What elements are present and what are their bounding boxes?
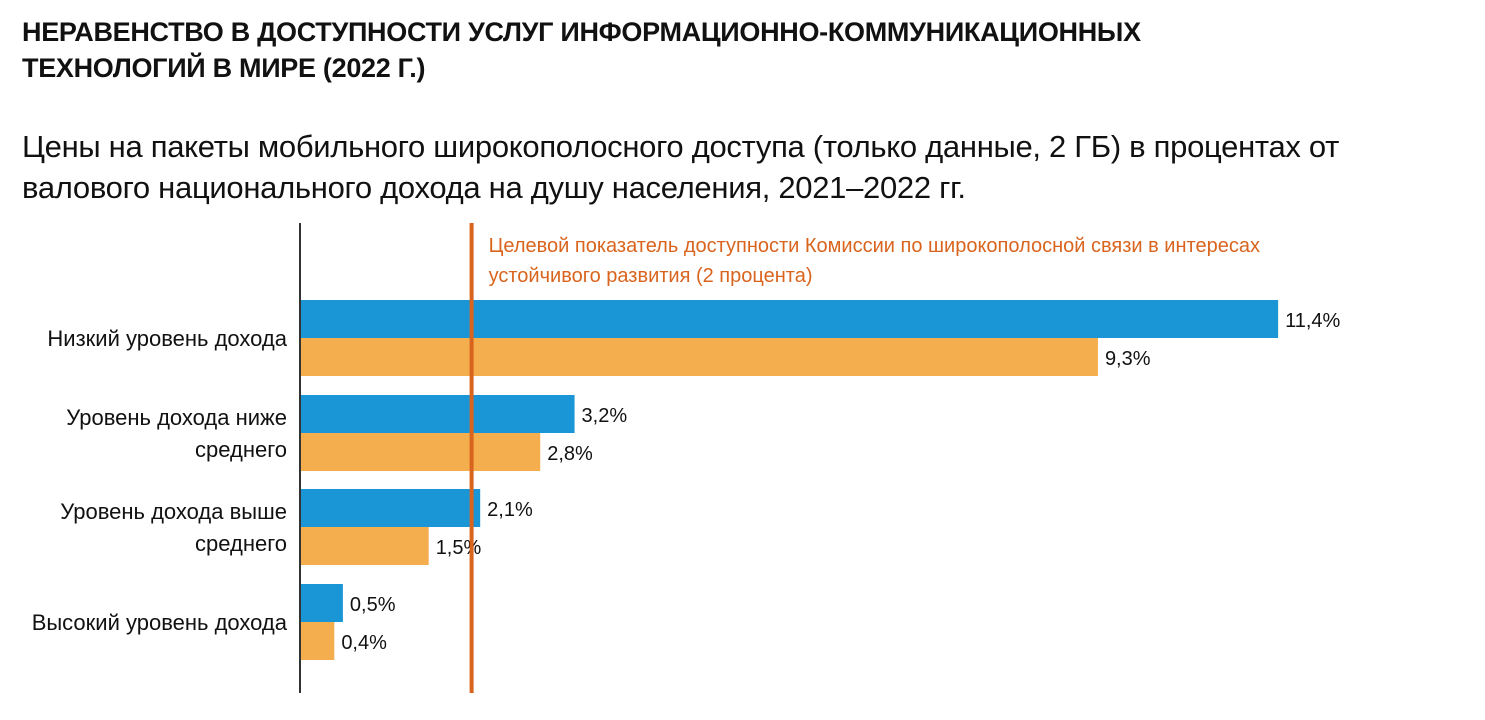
reference-layer: Целевой показатель доступности Комиссии …	[299, 223, 1260, 693]
target-reference-label-line-1: Целевой показатель доступности Комиссии …	[489, 235, 1260, 257]
bar-series-2-4	[300, 622, 335, 660]
chart-title: НЕРАВЕНСТВО В ДОСТУПНОСТИ УСЛУГ ИНФОРМАЦ…	[22, 17, 1141, 83]
category-label-4-line-1: Высокий уровень дохода	[32, 610, 288, 635]
chart-subtitle: Цены на пакеты мобильного широкополосног…	[22, 129, 1340, 205]
bar-series-1-4	[300, 584, 343, 622]
value-label-series-2-1: 9,3%	[1105, 348, 1151, 370]
category-label-3-line-1: Уровень дохода выше	[60, 499, 287, 524]
bar-series-2-1	[300, 338, 1098, 376]
bar-series-1-3	[300, 489, 481, 527]
bar-series-1-2	[300, 395, 575, 433]
value-label-series-1-2: 3,2%	[582, 405, 628, 427]
value-label-series-2-4: 0,4%	[341, 632, 387, 654]
category-label-2-line-1: Уровень дохода ниже	[66, 405, 287, 430]
category-label-3-line-2: среднего	[195, 531, 287, 556]
target-reference-label-line-2: устойчивого развития (2 процента)	[489, 265, 813, 287]
category-label-1-line-1: Низкий уровень дохода	[47, 326, 287, 351]
category-label-2-line-2: среднего	[195, 437, 287, 462]
bar-series-2-3	[300, 527, 429, 565]
bar-series-2-2	[300, 433, 541, 471]
bars-layer	[300, 300, 1279, 660]
value-label-series-1-1: 11,4%	[1285, 310, 1340, 332]
value-label-series-2-2: 2,8%	[547, 443, 593, 465]
value-label-series-1-3: 2,1%	[487, 499, 533, 521]
bar-series-1-1	[300, 300, 1279, 338]
value-label-series-1-4: 0,5%	[350, 594, 396, 616]
value-label-series-2-3: 1,5%	[436, 537, 482, 559]
